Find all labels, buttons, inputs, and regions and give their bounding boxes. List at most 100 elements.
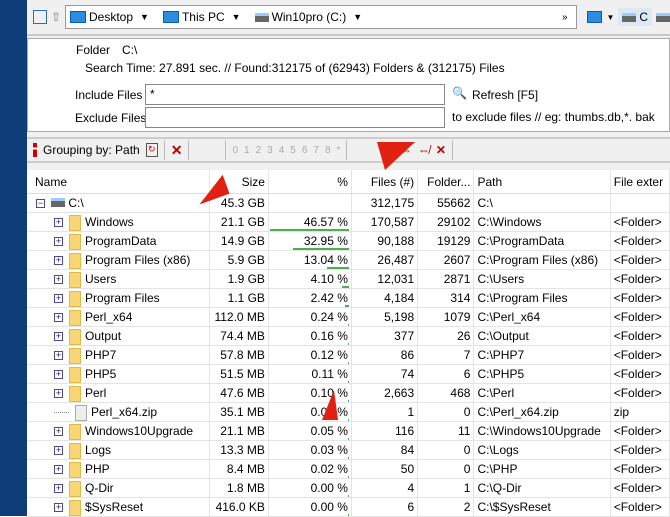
table-row[interactable]: + Logs 13.3 MB 0.03 % 84 0 C:\Logs <Folde… — [27, 441, 670, 460]
table-row[interactable]: + PHP 8.4 MB 0.02 % 50 0 C:\PHP <Folder> — [27, 460, 670, 479]
extension: zip — [611, 403, 670, 421]
name: Perl — [85, 386, 107, 400]
expand-icon[interactable]: + — [54, 312, 63, 323]
collapse-icon[interactable]: ⇎ — [417, 143, 430, 157]
computer-icon[interactable] — [586, 11, 603, 23]
table-row[interactable]: + Program Files (x86) 5.9 GB 13.04 % 26,4… — [27, 251, 670, 270]
drive-tab[interactable]: C — [618, 8, 653, 26]
percent: 0.00 % — [310, 500, 348, 514]
crumb-label: Desktop — [89, 10, 134, 24]
extension: <Folder> — [611, 441, 670, 459]
col-files[interactable]: Files (#) — [352, 170, 419, 193]
table-row[interactable]: + Perl 47.6 MB 0.10 % 2,663 468 C:\Perl <… — [27, 384, 670, 403]
percent-bar — [326, 267, 349, 269]
level-0-button[interactable]: 0 — [232, 144, 239, 156]
expand-icon[interactable]: + — [54, 464, 63, 475]
folder-icon — [69, 385, 81, 402]
col-extension[interactable]: File exter — [611, 170, 670, 193]
table-row[interactable]: Perl_x64.zip 35.1 MB 0.08 % 1 0 C:\Perl_… — [27, 403, 670, 422]
col-folders[interactable]: Folder... — [418, 170, 475, 193]
table-row[interactable]: + Users 1.9 GB 4.10 % 12,031 2871 C:\User… — [27, 270, 670, 289]
level-1-button[interactable]: 1 — [244, 144, 250, 156]
col-size[interactable]: Size — [210, 170, 269, 193]
folder-icon — [69, 480, 81, 497]
expand-icon[interactable]: + — [54, 502, 63, 513]
toggle-grouping-icon[interactable]: ↻ — [145, 143, 158, 157]
expand-icon[interactable]: + — [54, 426, 63, 437]
col-percent[interactable]: % — [269, 170, 352, 193]
table-row-root[interactable]: − C:\ 45.3 GB 312,175 55662 C:\ — [27, 194, 670, 213]
extension: <Folder> — [611, 327, 670, 345]
desktop-edge — [0, 0, 27, 516]
level-8-button[interactable]: 8 — [324, 144, 331, 156]
crumb-this-pc[interactable]: This PC ▼ — [162, 10, 251, 24]
name: Perl_x64.zip — [91, 405, 158, 419]
expand-icon[interactable]: + — [54, 445, 63, 456]
address-bar[interactable]: Desktop ▼ This PC ▼ Win10pro (C:) ▼ » — [65, 5, 577, 29]
collapse-icon[interactable]: − — [36, 198, 45, 209]
size: 1.1 GB — [210, 289, 269, 307]
remove-icon[interactable]: ✕ — [435, 143, 446, 157]
table-row[interactable]: + Program Files 1.1 GB 2.42 % 4,184 314 C… — [27, 289, 670, 308]
expand-icon[interactable]: + — [54, 331, 63, 342]
expand-icon[interactable]: + — [54, 483, 63, 494]
table-row[interactable]: + $SysReset 416.0 KB 0.00 % 6 2 C:\$SysRe… — [27, 498, 670, 517]
extension: <Folder> — [611, 213, 670, 231]
name: PHP — [85, 462, 110, 476]
chevron-down-icon[interactable]: ▼ — [606, 12, 615, 22]
clear-grouping-icon[interactable]: ✕ — [170, 141, 183, 158]
expand-icon[interactable]: + — [54, 274, 63, 285]
level-all-button[interactable]: * — [336, 144, 341, 156]
table-row[interactable]: + Q-Dir 1.8 MB 0.00 % 4 1 C:\Q-Dir <Folde… — [27, 479, 670, 498]
path: C:\Output — [474, 327, 611, 345]
overflow-chevron-icon[interactable]: » — [561, 11, 568, 23]
folder-icon — [69, 309, 81, 326]
level-7-button[interactable]: 7 — [313, 144, 319, 156]
table-row[interactable]: + ProgramData 14.9 GB 32.95 % 90,188 1912… — [27, 232, 670, 251]
refresh-button[interactable]: Refresh [F5] — [472, 88, 539, 102]
chevron-down-icon[interactable]: ▼ — [140, 12, 149, 22]
view-icon[interactable] — [33, 10, 47, 24]
refresh-icon[interactable]: 🔍 — [452, 86, 467, 100]
table-row[interactable]: + Perl_x64 112.0 MB 0.24 % 5,198 1079 C:\… — [27, 308, 670, 327]
folder-icon — [69, 252, 81, 269]
name: Windows — [85, 215, 134, 229]
crumb-desktop[interactable]: Desktop ▼ — [70, 10, 159, 24]
chevron-down-icon[interactable]: ▼ — [353, 12, 363, 22]
expand-icon[interactable]: + — [54, 236, 63, 247]
folder-icon — [69, 347, 81, 364]
percent-bar — [347, 419, 349, 421]
folders: 6 — [418, 365, 475, 383]
expand-icon[interactable]: + — [54, 369, 63, 380]
percent — [269, 194, 352, 212]
level-6-button[interactable]: 6 — [301, 144, 308, 156]
level-3-button[interactable]: 3 — [267, 144, 273, 156]
expand-icon[interactable]: + — [54, 255, 63, 266]
level-2-button[interactable]: 2 — [255, 144, 262, 156]
percent-bar — [292, 248, 349, 250]
table-row[interactable]: + Windows 21.1 GB 46.57 % 170,587 29102 C… — [27, 213, 670, 232]
col-name[interactable]: Name — [27, 170, 210, 193]
exclude-files-input[interactable] — [145, 107, 445, 128]
table-row[interactable]: + Output 74.4 MB 0.16 % 377 26 C:\Output … — [27, 327, 670, 346]
col-path[interactable]: Path — [474, 170, 611, 193]
up-icon[interactable]: ⇧ — [50, 10, 61, 24]
include-files-input[interactable]: * — [145, 84, 445, 105]
percent-bar — [344, 305, 349, 307]
table-row[interactable]: + PHP5 51.5 MB 0.11 % 74 6 C:\PHP5 <Folde… — [27, 365, 670, 384]
expand-icon[interactable]: + — [54, 388, 63, 399]
table-row[interactable]: + PHP7 57.8 MB 0.12 % 86 7 C:\PHP7 <Folde… — [27, 346, 670, 365]
expand-icon[interactable]: + — [54, 350, 63, 361]
table-row[interactable]: + Windows10Upgrade 21.1 MB 0.05 % 116 11 … — [27, 422, 670, 441]
folder-value: C:\ — [122, 43, 138, 57]
level-4-button[interactable]: 4 — [278, 144, 285, 156]
size: 416.0 KB — [210, 498, 269, 516]
expand-icon[interactable]: + — [54, 217, 63, 228]
drive-icon[interactable] — [656, 12, 670, 22]
crumb-drive[interactable]: Win10pro (C:) ▼ — [254, 10, 373, 24]
folder-icon — [69, 461, 81, 478]
expand-icon[interactable]: + — [54, 293, 63, 304]
level-5-button[interactable]: 5 — [290, 144, 296, 156]
name: Q-Dir — [85, 481, 114, 495]
chevron-down-icon[interactable]: ▼ — [231, 12, 241, 22]
